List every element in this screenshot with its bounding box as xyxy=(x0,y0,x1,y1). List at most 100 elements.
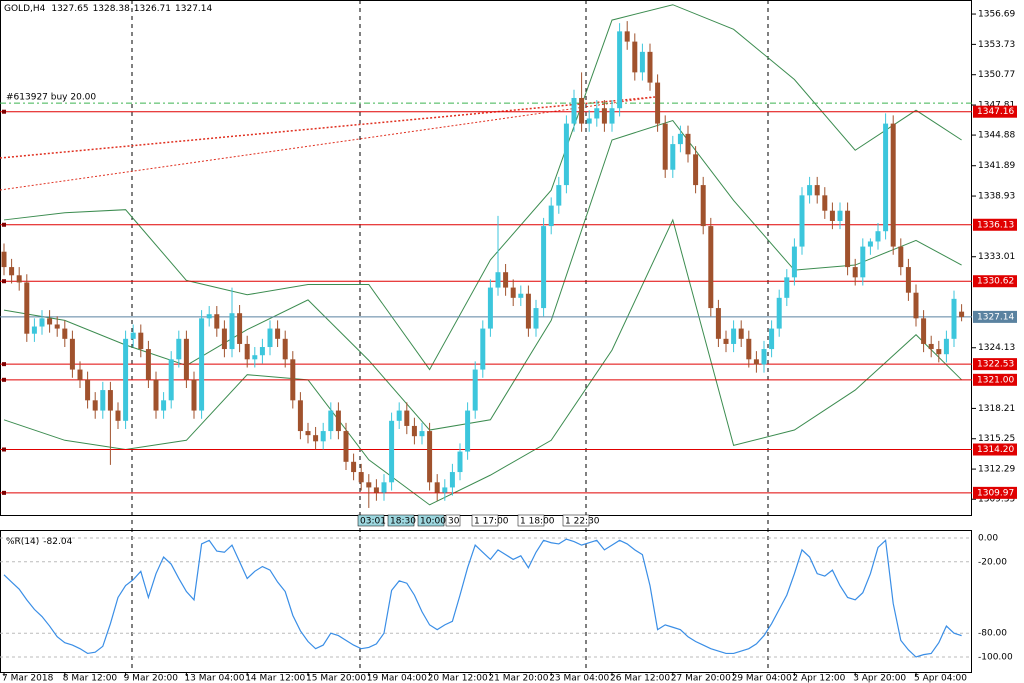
candle-body xyxy=(601,108,607,124)
candle-body xyxy=(153,379,159,411)
bollinger-middle xyxy=(3,119,962,431)
candle-body xyxy=(487,287,493,329)
candle-body xyxy=(161,400,167,411)
level-box xyxy=(973,275,1017,288)
candle-body xyxy=(928,343,934,350)
candle-body xyxy=(617,31,623,109)
level-anchor xyxy=(2,279,6,284)
candle-body xyxy=(525,293,531,329)
candle-body xyxy=(290,359,296,401)
object-label: 1 22:30 xyxy=(565,517,600,527)
candle-body xyxy=(328,410,334,432)
candle-body xyxy=(130,332,136,339)
candle-body xyxy=(670,144,676,170)
object-box xyxy=(471,514,499,527)
candle-body xyxy=(799,195,805,247)
y-tick-label: -100.00 xyxy=(978,653,1013,663)
indicator-header: %R(14) -82.04 xyxy=(6,537,73,547)
candle-body xyxy=(320,431,326,442)
candle-body xyxy=(442,487,448,493)
plot-layer: 1356.69 1353.73 1350.77 1347.81 1344.88 1341.… xyxy=(0,4,1017,683)
candle-body xyxy=(556,185,562,206)
indicator-frame xyxy=(0,530,972,673)
level-label: 1309.97 xyxy=(977,488,1014,498)
candle-body xyxy=(571,97,577,124)
candle-body xyxy=(845,210,851,268)
candle-body xyxy=(586,118,592,124)
candle-body xyxy=(867,241,873,247)
candle-body xyxy=(905,267,911,293)
level-label: 1314.20 xyxy=(977,445,1014,455)
candle-body xyxy=(632,41,638,73)
candle-body xyxy=(313,435,319,442)
x-tick-label: 8 Mar 12:00 xyxy=(63,674,118,683)
candle-body xyxy=(814,185,820,196)
object-label: 18:30 xyxy=(390,517,416,527)
candle-body xyxy=(495,272,501,288)
candle-body xyxy=(69,338,75,370)
candle-body xyxy=(883,123,889,232)
candle-body xyxy=(518,293,524,298)
candle-body xyxy=(533,308,539,329)
candle-body xyxy=(16,275,22,283)
candle-body xyxy=(510,287,516,298)
candle-body xyxy=(252,355,258,360)
header: GOLD,H4 1327.65 1328.38 1326.71 1327.14 xyxy=(4,4,213,14)
trend-lines xyxy=(0,96,656,191)
candle-body xyxy=(829,210,835,221)
candle-body xyxy=(822,195,828,211)
object-label: 1 18:00 xyxy=(520,517,555,527)
y-tick-label: -20.00 xyxy=(978,557,1007,567)
level-box xyxy=(973,358,1017,371)
candle-body xyxy=(85,379,91,401)
candle-body xyxy=(715,308,721,339)
candle-body xyxy=(9,267,15,276)
candle-body xyxy=(24,282,30,334)
candle-body xyxy=(115,410,121,421)
symbol: GOLD,H4 xyxy=(4,4,46,14)
candle-body xyxy=(259,347,265,356)
y-tick-label: 1347.81 xyxy=(978,101,1015,111)
candle-body xyxy=(237,313,243,344)
x-tick-label: 14 Mar 12:00 xyxy=(245,674,305,683)
candle-body xyxy=(449,472,455,488)
candle-body xyxy=(647,51,653,83)
candle-body xyxy=(199,318,205,411)
candle-body xyxy=(693,154,699,186)
y-tick-label: 1353.73 xyxy=(978,40,1015,50)
x-tick-label: 26 Mar 12:00 xyxy=(610,674,670,683)
candle-body xyxy=(176,338,182,360)
candle-body xyxy=(358,472,364,483)
object-box xyxy=(417,514,445,527)
candle-body xyxy=(373,487,379,493)
level-box xyxy=(973,373,1017,386)
indicator-title: %R(14) xyxy=(6,537,39,547)
candle-body xyxy=(563,123,569,186)
candle-body xyxy=(700,185,706,227)
candle-body xyxy=(351,461,357,473)
y-tick-label: 1333.01 xyxy=(978,252,1015,262)
object-label: 10:00 xyxy=(420,517,446,527)
candle-body xyxy=(168,359,174,401)
candle-body xyxy=(921,318,927,344)
candle-body xyxy=(807,185,813,196)
candle-body xyxy=(746,338,752,360)
x-tick-label: 9 Mar 20:00 xyxy=(124,674,179,683)
candle-body xyxy=(685,133,691,155)
candle-body xyxy=(472,369,478,411)
level-box xyxy=(973,443,1017,456)
high-value: 1328.38 xyxy=(93,4,130,14)
candle-body xyxy=(959,311,965,317)
y-tick-label: 0.00 xyxy=(978,533,998,543)
candle-body xyxy=(282,338,288,360)
candle-body xyxy=(404,410,410,426)
candle-body xyxy=(54,324,60,329)
candle-body xyxy=(31,326,37,334)
candle-body xyxy=(343,431,349,462)
x-tick-label: 29 Mar 04:00 xyxy=(732,674,792,683)
candle-body xyxy=(39,318,45,327)
candle-body xyxy=(594,108,600,119)
y-tick-label: 1341.89 xyxy=(978,161,1015,171)
candle-body xyxy=(267,328,273,348)
y-tick-label: 1318.21 xyxy=(978,404,1015,414)
